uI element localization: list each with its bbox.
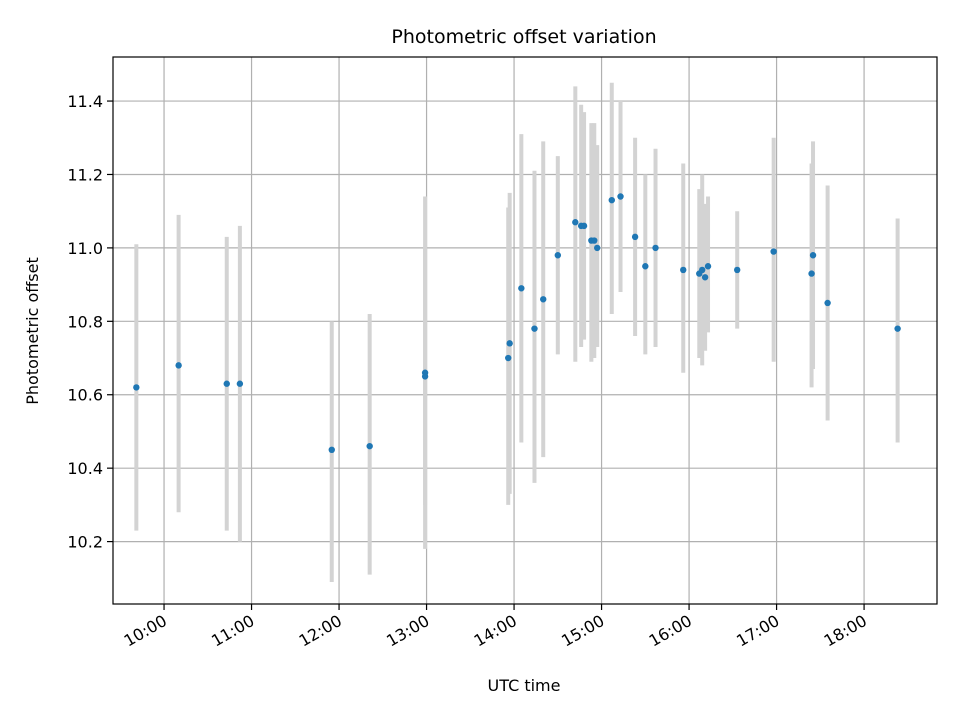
data-point <box>531 325 538 332</box>
data-point <box>133 384 140 391</box>
data-point <box>175 362 182 369</box>
chart-title: Photometric offset variation <box>391 26 656 48</box>
data-point <box>733 266 741 274</box>
data-point <box>809 252 817 259</box>
data-point <box>421 373 429 380</box>
data-point <box>572 219 579 226</box>
data-point <box>591 237 598 244</box>
data-point <box>704 263 712 270</box>
data-point <box>366 442 373 450</box>
data-point <box>770 248 777 255</box>
data-points <box>133 193 901 454</box>
data-point <box>518 285 525 292</box>
data-point <box>680 266 687 274</box>
grid-lines <box>113 57 937 604</box>
data-point <box>894 325 901 332</box>
y-tick-label: 10.4 <box>67 459 103 478</box>
data-point <box>642 263 649 270</box>
data-point <box>617 193 624 200</box>
data-point <box>698 266 706 274</box>
data-point <box>652 244 659 252</box>
data-point <box>631 233 639 241</box>
y-tick-label: 10.6 <box>67 386 103 405</box>
y-tick-label: 11.2 <box>67 165 103 184</box>
data-point <box>540 296 547 303</box>
data-point <box>608 196 615 204</box>
data-point <box>223 380 230 387</box>
data-point <box>593 244 601 252</box>
y-axis-label: Photometric offset <box>23 257 42 405</box>
data-point <box>580 222 588 230</box>
data-point <box>554 252 562 259</box>
data-point <box>701 274 709 281</box>
y-tick-label: 11.0 <box>67 239 103 258</box>
data-point <box>506 340 513 347</box>
data-point <box>236 380 244 387</box>
data-point <box>808 270 815 277</box>
y-axis-ticks: 10.2 10.4 10.6 10.8 11.0 11.2 11.4 <box>67 92 113 552</box>
data-point <box>505 354 512 362</box>
y-tick-label: 11.4 <box>67 92 103 111</box>
y-tick-label: 10.8 <box>67 312 103 331</box>
data-point <box>328 446 335 454</box>
data-point <box>824 299 831 307</box>
x-axis-label: UTC time <box>488 676 561 695</box>
y-tick-label: 10.2 <box>67 533 103 552</box>
plot-frame <box>112 56 938 605</box>
